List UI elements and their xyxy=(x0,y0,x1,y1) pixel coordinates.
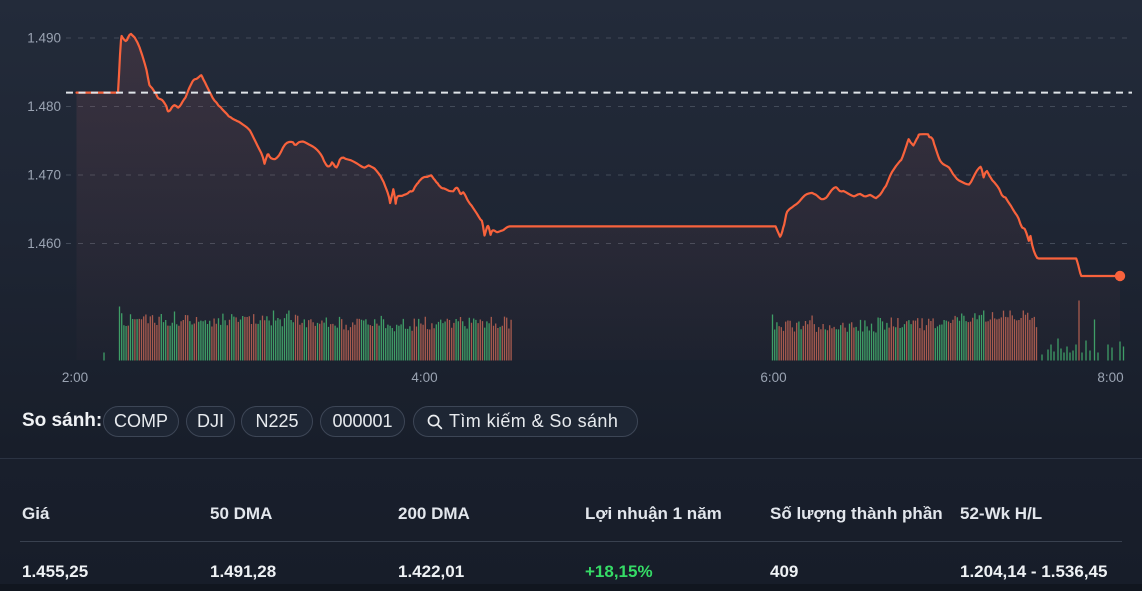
svg-text:8:00: 8:00 xyxy=(1097,370,1123,385)
svg-text:1.470: 1.470 xyxy=(27,168,61,183)
svg-text:6:00: 6:00 xyxy=(760,370,786,385)
svg-text:1.460: 1.460 xyxy=(27,236,61,251)
svg-text:1.490: 1.490 xyxy=(27,31,61,46)
svg-text:2:00: 2:00 xyxy=(62,370,88,385)
svg-text:1.480: 1.480 xyxy=(27,99,61,114)
svg-text:4:00: 4:00 xyxy=(411,370,437,385)
